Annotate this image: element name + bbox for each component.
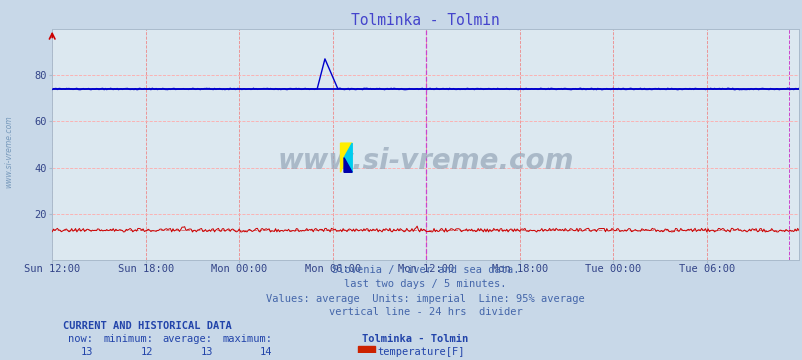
Text: 13: 13 [81, 347, 93, 357]
Text: maximum:: maximum: [222, 334, 272, 344]
Text: temperature[F]: temperature[F] [377, 347, 464, 357]
Text: average:: average: [163, 334, 213, 344]
Text: vertical line - 24 hrs  divider: vertical line - 24 hrs divider [328, 306, 522, 316]
Text: Slovenia / river and sea data.: Slovenia / river and sea data. [331, 265, 519, 275]
Polygon shape [340, 143, 352, 172]
Polygon shape [343, 158, 352, 172]
Bar [358, 346, 375, 359]
Text: Values: average  Units: imperial  Line: 95% average: Values: average Units: imperial Line: 95… [266, 293, 584, 303]
Text: www.si-vreme.com: www.si-vreme.com [277, 147, 573, 175]
Text: 12: 12 [140, 347, 153, 357]
Text: now:: now: [68, 334, 93, 344]
Text: CURRENT AND HISTORICAL DATA: CURRENT AND HISTORICAL DATA [63, 321, 232, 331]
Text: minimum:: minimum: [103, 334, 153, 344]
Text: 13: 13 [200, 347, 213, 357]
Title: Tolminka - Tolmin: Tolminka - Tolmin [350, 13, 500, 28]
Text: www.si-vreme.com: www.si-vreme.com [4, 115, 14, 188]
Polygon shape [343, 143, 352, 172]
Text: 14: 14 [260, 347, 272, 357]
Text: Tolminka - Tolmin: Tolminka - Tolmin [362, 334, 468, 344]
Text: last two days / 5 minutes.: last two days / 5 minutes. [344, 279, 506, 289]
